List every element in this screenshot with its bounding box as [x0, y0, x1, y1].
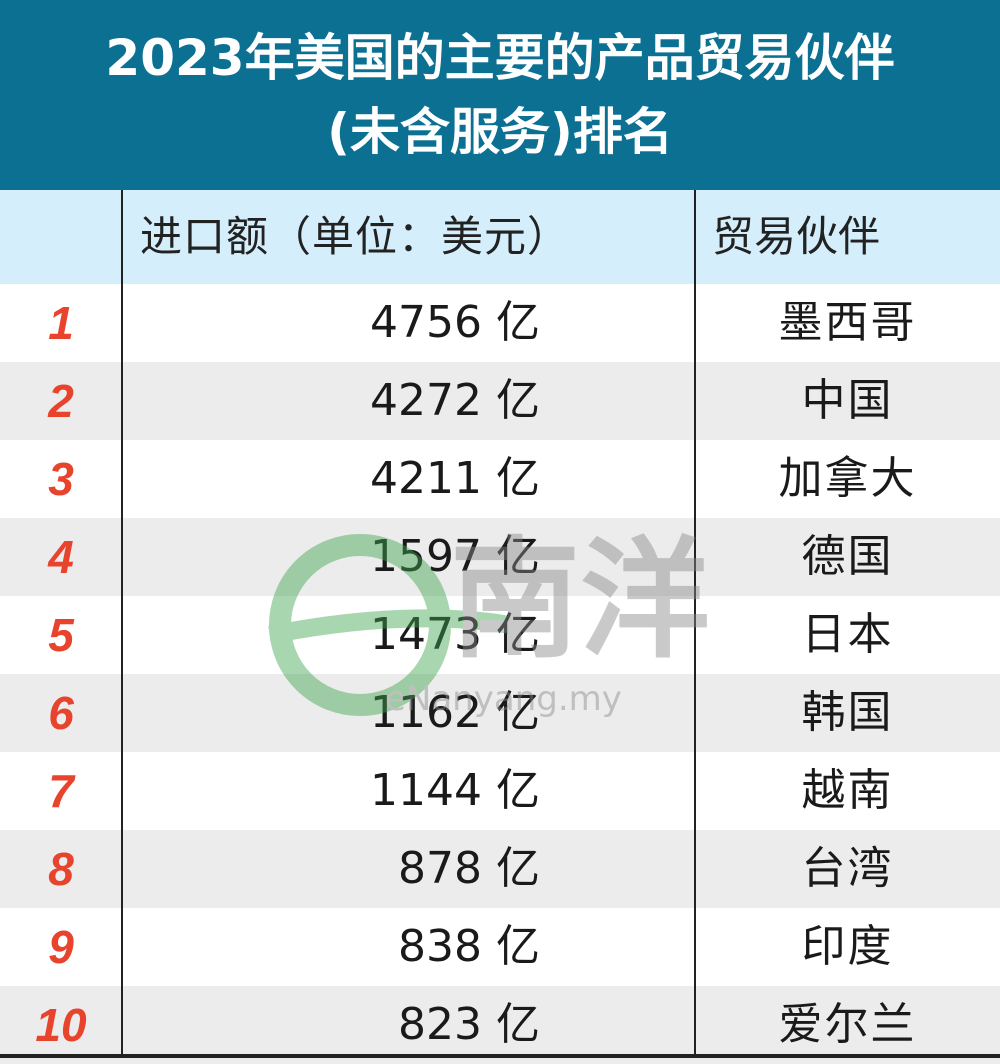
- rank-number: 6: [48, 687, 74, 739]
- table-row: 1 4756 亿 墨西哥: [0, 284, 1000, 362]
- table-row: 10 823 亿 爱尔兰: [0, 986, 1000, 1064]
- header-import: 进口额（单位：美元）: [140, 212, 571, 261]
- column-divider-partner: [694, 190, 696, 1056]
- rank-number: 9: [48, 921, 74, 973]
- rank-number: 1: [48, 297, 74, 349]
- import-value: 823 亿: [398, 999, 540, 1050]
- table-header: 进口额（单位：美元） 贸易伙伴: [0, 190, 1000, 284]
- table-row: 9 838 亿 印度: [0, 908, 1000, 986]
- table-row: 3 4211 亿 加拿大: [0, 440, 1000, 518]
- chart-title: 2023年美国的主要的产品贸易伙伴 (未含服务)排名: [0, 0, 1000, 190]
- title-line-1: 2023年美国的主要的产品贸易伙伴: [105, 29, 895, 87]
- table-row: 5 1473 亿 日本: [0, 596, 1000, 674]
- trade-partner: 印度: [801, 921, 894, 972]
- rank-number: 4: [48, 531, 74, 583]
- rank-number: 8: [48, 843, 74, 895]
- rank-number: 10: [35, 999, 87, 1051]
- table-row: 7 1144 亿 越南: [0, 752, 1000, 830]
- trade-partner: 韩国: [801, 687, 894, 738]
- import-value: 4272 亿: [370, 375, 540, 426]
- trade-partner: 德国: [801, 531, 894, 582]
- import-value: 878 亿: [398, 843, 540, 894]
- trade-partner: 加拿大: [778, 453, 917, 504]
- import-value: 838 亿: [398, 921, 540, 972]
- rank-number: 3: [48, 453, 74, 505]
- trade-partner: 日本: [801, 609, 894, 660]
- import-value: 1162 亿: [370, 687, 540, 738]
- column-divider-rank: [121, 190, 123, 1056]
- header-partner: 贸易伙伴: [712, 212, 881, 261]
- trade-partner: 爱尔兰: [778, 999, 917, 1050]
- trade-partner: 中国: [801, 375, 894, 426]
- trade-partner: 越南: [801, 765, 894, 816]
- title-line-2: (未含服务)排名: [327, 103, 673, 161]
- import-value: 1597 亿: [370, 531, 540, 582]
- rank-number: 2: [48, 375, 74, 427]
- import-value: 4756 亿: [370, 297, 540, 348]
- table-row: 2 4272 亿 中国: [0, 362, 1000, 440]
- table-row: 4 1597 亿 德国: [0, 518, 1000, 596]
- trade-partner: 墨西哥: [778, 297, 917, 348]
- trade-partner: 台湾: [801, 843, 894, 894]
- table-row: 8 878 亿 台湾: [0, 830, 1000, 908]
- rank-number: 5: [48, 609, 74, 661]
- import-value: 1473 亿: [370, 609, 540, 660]
- import-value: 1144 亿: [370, 765, 540, 816]
- import-value: 4211 亿: [370, 453, 540, 504]
- table-bottom-border: [0, 1054, 1000, 1058]
- rank-number: 7: [48, 765, 74, 817]
- table-row: 6 1162 亿 韩国: [0, 674, 1000, 752]
